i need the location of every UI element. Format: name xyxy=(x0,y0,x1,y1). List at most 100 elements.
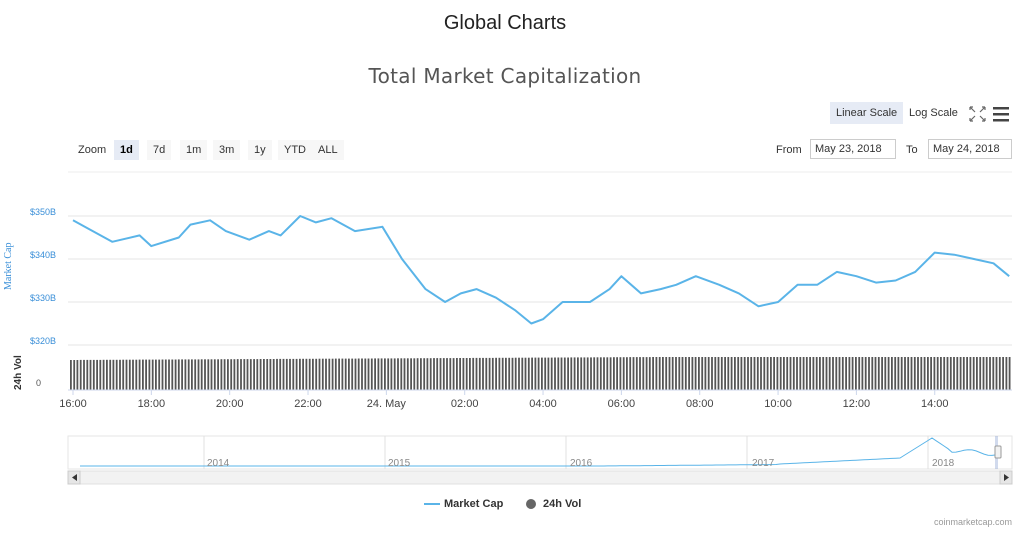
volume-bar xyxy=(472,357,475,390)
volume-bar xyxy=(279,358,282,390)
volume-bar xyxy=(796,357,798,390)
zoom-1m-button[interactable]: 1m xyxy=(180,140,208,160)
volume-bar xyxy=(285,358,288,390)
volume-bar xyxy=(433,358,435,390)
volume-bar xyxy=(541,357,543,390)
volume-bar xyxy=(436,358,439,390)
volume-bar xyxy=(871,357,874,390)
volume-bar xyxy=(596,357,599,390)
volume-bar xyxy=(122,359,125,390)
zoom-1d-button[interactable]: 1d xyxy=(114,140,139,160)
volume-bar xyxy=(135,359,138,390)
page-title: Global Charts xyxy=(443,12,567,34)
volume-bar xyxy=(370,358,373,390)
volume-bar xyxy=(308,358,311,390)
volume-bar xyxy=(204,359,206,390)
volume-bar xyxy=(770,357,772,390)
credits-link[interactable]: coinmarketcap.com xyxy=(933,517,1012,527)
volume-bar xyxy=(132,359,134,390)
volume-bar xyxy=(119,359,121,391)
volume-bar xyxy=(511,357,514,391)
to-label: To xyxy=(906,144,918,156)
volume-bar xyxy=(609,357,612,391)
log-scale-button[interactable]: Log Scale xyxy=(909,107,958,119)
volume-bar xyxy=(881,357,883,390)
to-date-input[interactable] xyxy=(928,139,1012,159)
volume-bar xyxy=(668,357,671,390)
y-tick-label: $330B xyxy=(29,293,56,303)
x-tick-label: 12:00 xyxy=(842,398,871,410)
volume-bar xyxy=(828,357,831,390)
volume-bar xyxy=(629,357,632,390)
volume-bar xyxy=(550,357,553,391)
volume-bar xyxy=(560,357,563,390)
volume-bar xyxy=(361,358,363,390)
volume-bar xyxy=(972,357,975,390)
navigator-series-line xyxy=(80,437,997,467)
zoom-all-button[interactable]: ALL xyxy=(312,140,344,160)
scroll-right-arrow-icon xyxy=(1004,474,1009,481)
linear-scale-button[interactable]: Linear Scale xyxy=(830,102,904,124)
volume-bar xyxy=(979,357,982,390)
volume-bar xyxy=(809,357,811,390)
volume-bar xyxy=(429,358,432,390)
from-label: From xyxy=(776,144,802,156)
zoom-1y-button[interactable]: 1y xyxy=(248,140,272,160)
volume-bar xyxy=(406,358,409,390)
zoom-7d-button[interactable]: 7d xyxy=(147,140,172,160)
x-tick-label: 18:00 xyxy=(137,398,166,410)
volume-bar xyxy=(390,358,393,390)
volume-bar xyxy=(858,357,861,390)
volume-bar xyxy=(181,359,183,390)
volume-bar xyxy=(161,359,164,390)
zoom-ytd-button[interactable]: YTD xyxy=(278,140,312,160)
volume-bar xyxy=(982,357,985,390)
volume-bar xyxy=(377,358,380,390)
volume-bar xyxy=(393,358,396,390)
volume-bar xyxy=(482,357,484,390)
volume-bar xyxy=(910,357,913,390)
volume-bar xyxy=(701,357,704,390)
zoom-3m-button[interactable]: 3m xyxy=(213,140,241,160)
volume-bar xyxy=(148,359,151,390)
legend-market-cap[interactable]: Market Cap xyxy=(444,498,504,510)
volume-bar xyxy=(456,358,458,390)
volume-bar xyxy=(171,359,174,390)
volume-bar xyxy=(367,358,370,390)
volume-bar xyxy=(626,357,628,390)
volume-bar xyxy=(655,357,658,390)
volume-bar xyxy=(151,359,154,390)
volume-bar xyxy=(698,357,700,390)
x-tick-label: 04:00 xyxy=(529,398,557,410)
volume-bar xyxy=(413,358,416,391)
volume-bar xyxy=(79,359,82,390)
volume-bar xyxy=(802,357,805,390)
volume-bar xyxy=(403,358,406,390)
volume-bar xyxy=(488,357,491,390)
volume-bar xyxy=(423,358,426,390)
volume-bar xyxy=(671,357,674,390)
volume-bar xyxy=(684,357,687,390)
volume-bar xyxy=(491,357,494,390)
volume-bar xyxy=(505,357,507,390)
volume-bar xyxy=(861,357,864,390)
volume-bar xyxy=(776,357,779,390)
from-date-input[interactable] xyxy=(810,139,896,159)
volume-bar xyxy=(992,357,995,390)
volume-bar xyxy=(321,358,324,390)
volume-bar xyxy=(577,357,579,390)
navigator-tick: 2015 xyxy=(388,458,411,469)
legend-24h-vol[interactable]: 24h Vol xyxy=(543,498,582,510)
volume-bar xyxy=(544,357,547,390)
y-tick-label: $340B xyxy=(29,250,56,260)
volume-bar xyxy=(1008,357,1011,390)
volume-bar xyxy=(70,360,72,390)
volume-bar xyxy=(259,359,262,390)
volume-bar xyxy=(416,358,419,390)
volume-bar xyxy=(246,359,249,390)
volume-bar xyxy=(86,359,89,390)
volume-bar xyxy=(933,357,936,390)
volume-bar xyxy=(354,358,357,390)
volume-bar xyxy=(789,357,792,390)
volume-bar xyxy=(949,357,952,390)
